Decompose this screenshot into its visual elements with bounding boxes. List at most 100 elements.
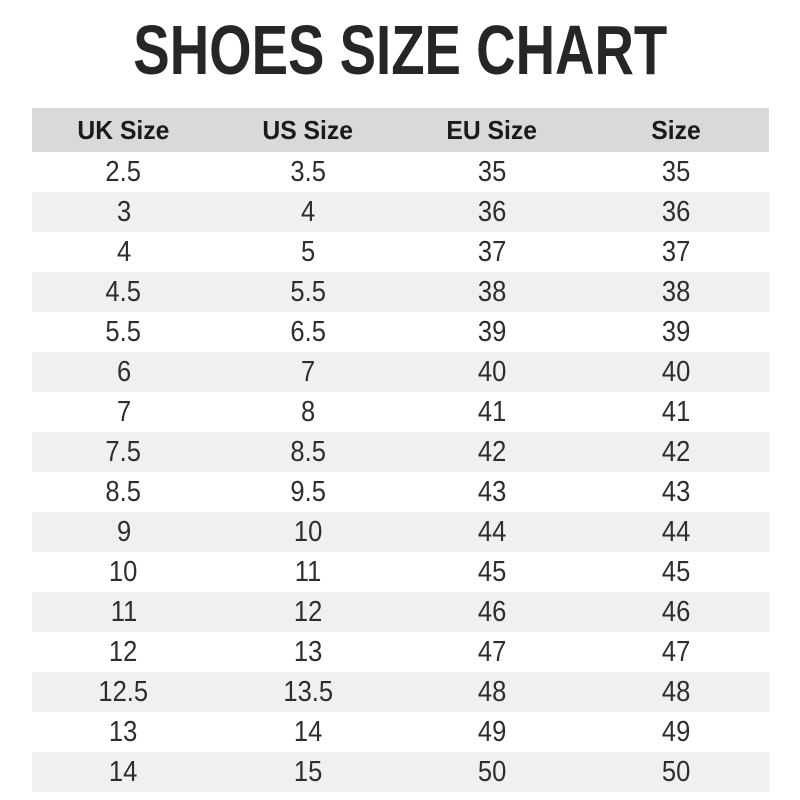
size-cell: 12.5 (32, 676, 216, 709)
size-value: 12 (293, 595, 323, 628)
size-value: 9 (116, 515, 131, 548)
size-value: 7.5 (105, 435, 142, 468)
size-cell: 50 (584, 756, 768, 789)
size-value: 48 (662, 675, 691, 708)
size-cell: 35 (584, 156, 768, 189)
size-cell: 8 (216, 396, 400, 429)
size-cell: 38 (400, 276, 584, 309)
size-value: 41 (477, 395, 507, 428)
size-cell: 37 (400, 236, 584, 269)
column-header-us-size-label: US Size (262, 114, 354, 145)
size-cell: 42 (400, 436, 584, 469)
size-cell: 9.5 (216, 476, 400, 509)
table-row: 4 5 37 37 (32, 232, 769, 272)
column-header-size: Size (584, 115, 768, 146)
table-row: 12.5 13.5 48 48 (31, 672, 769, 712)
size-value: 3 (116, 195, 131, 228)
size-cell: 2.5 (32, 156, 216, 189)
size-cell: 41 (584, 396, 768, 429)
size-value: 35 (662, 155, 691, 188)
column-header-us-size: US Size (216, 115, 400, 146)
size-value: 41 (662, 395, 691, 428)
size-cell: 6 (32, 356, 216, 389)
size-value: 42 (662, 435, 691, 468)
size-value: 37 (662, 235, 691, 268)
size-cell: 5 (216, 236, 400, 269)
size-value: 36 (477, 195, 507, 228)
size-cell: 4 (32, 236, 216, 269)
size-cell: 12 (32, 636, 216, 669)
size-cell: 40 (400, 356, 584, 389)
size-value: 36 (662, 195, 691, 228)
size-cell: 40 (584, 356, 768, 389)
table-row: 10 11 45 45 (32, 552, 769, 592)
size-cell: 13.5 (216, 676, 400, 709)
size-value: 47 (477, 635, 507, 668)
size-value: 7 (116, 395, 131, 428)
table-row: 12 13 47 47 (32, 632, 769, 672)
size-cell: 13 (32, 716, 216, 749)
size-value: 44 (662, 515, 691, 548)
page-title-text: SHOES SIZE CHART (133, 11, 667, 89)
size-value: 38 (477, 275, 507, 308)
size-value: 10 (293, 515, 323, 548)
size-value: 15 (293, 755, 323, 788)
size-cell: 9 (32, 516, 216, 549)
size-value: 46 (662, 595, 691, 628)
size-cell: 39 (400, 316, 584, 349)
size-value: 38 (662, 275, 691, 308)
size-value: 39 (477, 315, 507, 348)
size-value: 42 (477, 435, 507, 468)
size-value: 12 (109, 635, 138, 668)
size-value: 14 (109, 755, 138, 788)
size-value: 12.5 (98, 675, 149, 708)
size-cell: 4.5 (32, 276, 216, 309)
size-value: 2.5 (105, 155, 142, 188)
size-value: 8.5 (105, 475, 142, 508)
size-value: 48 (477, 675, 507, 708)
size-value: 4 (300, 195, 315, 228)
size-value: 13 (109, 715, 138, 748)
size-cell: 36 (584, 196, 768, 229)
size-value: 40 (477, 355, 507, 388)
page-title: SHOES SIZE CHART (0, 0, 800, 86)
size-cell: 44 (584, 516, 768, 549)
size-value: 5.5 (290, 275, 326, 308)
size-cell: 6.5 (216, 316, 400, 349)
size-cell: 14 (216, 716, 400, 749)
size-cell: 7 (216, 356, 400, 389)
size-value: 14 (293, 715, 323, 748)
size-cell: 47 (584, 636, 768, 669)
size-cell: 10 (32, 556, 216, 589)
column-header-eu-size-label: EU Size (446, 114, 538, 145)
size-value: 11 (294, 555, 322, 588)
size-value: 3.5 (290, 155, 326, 188)
size-cell: 42 (584, 436, 768, 469)
size-cell: 49 (584, 716, 768, 749)
size-cell: 11 (216, 556, 400, 589)
table-row: 8.5 9.5 43 43 (32, 472, 769, 512)
size-value: 11 (110, 595, 137, 628)
size-cell: 10 (216, 516, 400, 549)
size-value: 47 (662, 635, 691, 668)
size-cell: 43 (584, 476, 768, 509)
size-cell: 37 (584, 236, 768, 269)
size-value: 43 (662, 475, 691, 508)
size-value: 4.5 (105, 275, 142, 308)
size-cell: 45 (400, 556, 584, 589)
table-row: 6 7 40 40 (31, 352, 769, 392)
size-value: 35 (477, 155, 507, 188)
size-cell: 41 (400, 396, 584, 429)
table-header-row: UK Size US Size EU Size Size (31, 108, 769, 152)
size-value: 40 (662, 355, 691, 388)
size-cell: 5.5 (32, 316, 216, 349)
size-cell: 8.5 (32, 476, 216, 509)
column-header-size-label: Size (651, 114, 702, 145)
size-value: 10 (109, 555, 138, 588)
column-header-eu-size: EU Size (400, 115, 584, 146)
column-header-uk-size: UK Size (32, 115, 216, 146)
size-cell: 35 (400, 156, 584, 189)
size-value: 44 (477, 515, 507, 548)
size-cell: 44 (400, 516, 584, 549)
size-value: 50 (662, 755, 691, 788)
